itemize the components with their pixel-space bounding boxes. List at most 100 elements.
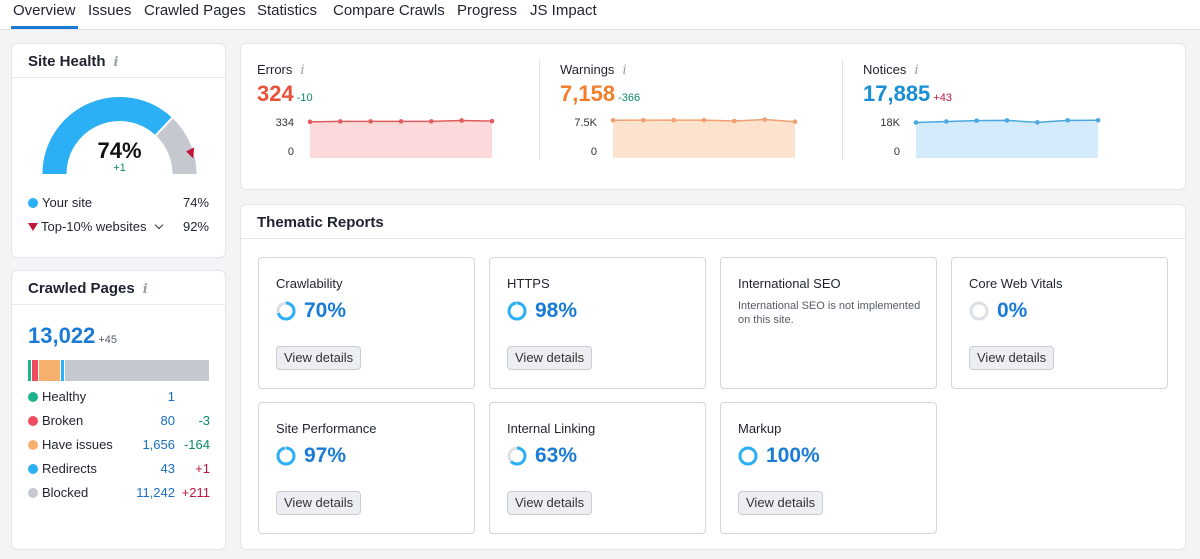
row-count[interactable]: 1,656 (142, 437, 175, 452)
report-name: Crawlability (276, 276, 343, 291)
your-site-dot-icon (28, 198, 38, 208)
sparkline-point (1065, 118, 1070, 123)
view-details-button[interactable]: View details (276, 346, 362, 370)
metric-label: Errors i (257, 62, 305, 78)
metric-value[interactable]: 324 -10 (257, 81, 313, 107)
sparkline-point (1095, 117, 1101, 123)
metric-value[interactable]: 7,158 -366 (560, 81, 640, 107)
row-count[interactable]: 43 (160, 461, 175, 476)
report-percent[interactable]: 98% (535, 299, 578, 322)
y-axis-top: 334 (275, 117, 294, 129)
view-details-button[interactable]: View details (276, 491, 362, 515)
row-label: Healthy (42, 389, 87, 404)
blocked-dot-icon (28, 488, 38, 498)
info-icon[interactable]: i (300, 63, 305, 78)
row-label: Blocked (42, 485, 89, 500)
sparkline-point (792, 119, 798, 125)
sparkline-point (944, 119, 949, 124)
report-internal-linking: Internal Linking 63% View details (489, 402, 706, 534)
bar-segment-redirects (60, 360, 65, 381)
sparkline-point (338, 119, 343, 124)
report-tabs: Overview Issues Crawled Pages Statistics… (0, 0, 1200, 30)
gauge-separator (155, 117, 173, 137)
metric-change: -366 (618, 92, 641, 104)
sparkline-point (398, 119, 404, 124)
view-details-button[interactable]: View details (738, 491, 824, 515)
sparkline-area (613, 119, 795, 158)
site-health-percent: 74% (97, 138, 142, 163)
view-details-button[interactable]: View details (507, 346, 593, 370)
sparkline-point (701, 117, 707, 123)
row-change: +1 (195, 461, 210, 476)
y-axis-top: 18K (880, 117, 900, 129)
sparkline-point (429, 119, 434, 124)
sparkline-point (307, 119, 313, 125)
divider (539, 60, 540, 160)
report-percent[interactable]: 0% (997, 299, 1028, 322)
tab-compare-crawls[interactable]: Compare Crawls (333, 2, 445, 19)
sparkline-area (310, 120, 492, 158)
metric-value[interactable]: 17,885 +43 (863, 81, 952, 107)
metric-label: Notices i (863, 62, 919, 78)
report-crawlability: Crawlability 70% View details (258, 257, 475, 389)
report-name: Site Performance (276, 421, 377, 436)
crawled-row-broken[interactable]: Broken 80 -3 (28, 412, 210, 430)
row-change: -164 (183, 437, 210, 452)
sparkline-point (610, 117, 616, 123)
site-health-title: Site Health i (28, 53, 118, 70)
site-health-title-text: Site Health (28, 53, 106, 70)
sparkline-point (641, 117, 646, 123)
sparkline-point (459, 118, 464, 123)
report-percent[interactable]: 63% (535, 444, 578, 467)
crawled-row-have-issues[interactable]: Have issues 1,656 -164 (28, 436, 210, 454)
report-https: HTTPS 98% View details (489, 257, 706, 389)
progress-ring-icon (507, 301, 527, 321)
thematic-reports-header: Thematic Reports (241, 205, 1185, 239)
info-icon[interactable]: i (914, 63, 919, 78)
site-health-change: +1 (113, 162, 126, 174)
progress-ring-icon (507, 446, 527, 466)
crawled-row-redirects[interactable]: Redirects 43 +1 (28, 460, 210, 478)
report-international-seo: International SEO International SEO is no… (720, 257, 937, 389)
tab-issues[interactable]: Issues (88, 2, 132, 19)
legend-label: Your site (42, 195, 93, 210)
report-note: International SEO is not implemented on … (738, 300, 921, 326)
sparkline-point (1004, 118, 1010, 123)
metric-label-text: Notices (863, 62, 907, 77)
thematic-reports-title: Thematic Reports (257, 214, 384, 231)
metric-label-text: Warnings (560, 62, 615, 77)
info-icon[interactable]: i (113, 55, 119, 70)
row-count[interactable]: 1 (167, 389, 175, 404)
site-health-gauge (42, 97, 197, 175)
tab-progress[interactable]: Progress (457, 2, 518, 19)
report-name: Internal Linking (507, 421, 596, 436)
crawled-row-healthy[interactable]: Healthy 1 (28, 388, 210, 406)
report-percent[interactable]: 97% (304, 444, 347, 467)
sparkline-errors (307, 118, 495, 158)
crawled-pages-card: Crawled Pages i 13,022 +45 Healthy 1 Broken 8… (11, 270, 226, 550)
tab-overview[interactable]: Overview (11, 2, 78, 29)
metric-number: 324 (257, 81, 294, 106)
tab-crawled-pages[interactable]: Crawled Pages (144, 2, 246, 19)
legend-top10[interactable]: Top-10% websites 92% (28, 218, 209, 236)
crawled-pages-header: Crawled Pages i (12, 271, 225, 305)
legend-label: Top-10% websites (41, 219, 147, 234)
info-icon[interactable]: i (142, 282, 148, 297)
row-count[interactable]: 80 (160, 413, 175, 428)
info-icon[interactable]: i (622, 63, 627, 78)
report-percent[interactable]: 100% (766, 444, 820, 467)
site-health-header: Site Health i (12, 44, 225, 78)
crawled-row-blocked[interactable]: Blocked 11,242 +211 (28, 484, 210, 502)
sparkline-point (732, 118, 737, 124)
report-percent[interactable]: 70% (304, 299, 347, 322)
row-count[interactable]: 11,242 (136, 485, 175, 500)
view-details-button[interactable]: View details (507, 491, 593, 515)
tab-statistics[interactable]: Statistics (257, 2, 318, 19)
crawled-pages-total[interactable]: 13,022 +45 (28, 323, 117, 349)
chevron-down-icon[interactable] (154, 220, 164, 230)
crawled-pages-title: Crawled Pages i (28, 280, 148, 297)
sparkline-area (916, 120, 1098, 158)
report-core-web-vitals: Core Web Vitals 0% View details (951, 257, 1168, 389)
view-details-button[interactable]: View details (969, 346, 1055, 370)
tab-js-impact[interactable]: JS Impact (530, 2, 597, 19)
